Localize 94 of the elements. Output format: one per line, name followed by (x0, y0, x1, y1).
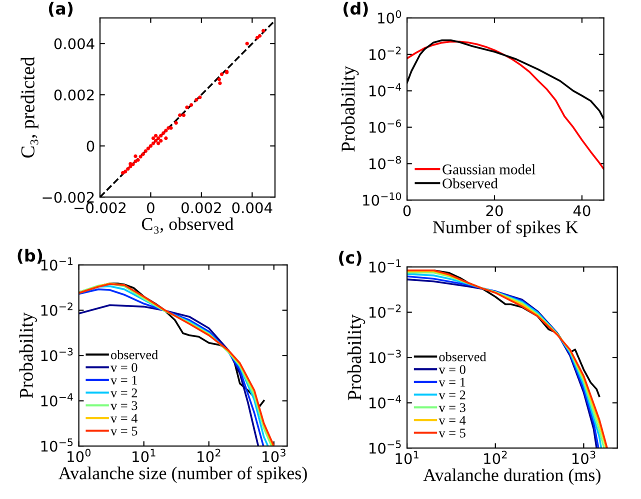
legend-label: v = 2 (110, 388, 138, 398)
point (138, 154, 142, 159)
y-tick-label: 0 (86, 140, 94, 152)
point (154, 134, 158, 138)
x-tick-label: 40 (573, 205, 590, 216)
point (198, 95, 202, 100)
y-tick-label: 10$^{−8}$ (370, 156, 401, 170)
point (218, 81, 222, 86)
point (159, 138, 163, 143)
point (151, 136, 156, 140)
y-tick-label: 10$^{−4}$ (370, 395, 402, 408)
point (185, 105, 189, 110)
point (154, 138, 158, 143)
legend-label: v = 4 (438, 416, 466, 425)
y-tick-label: 10$^{−5}$ (41, 438, 73, 452)
point (131, 162, 135, 166)
point (148, 144, 153, 148)
x-tick-label: 0 (403, 205, 411, 216)
x-tick-label: 20 (486, 205, 503, 216)
point (178, 113, 182, 118)
x-tick-label: 10$^{2}$ (198, 448, 220, 462)
legend-label: Gaussian model (442, 164, 536, 174)
x-axis-title: Number of spikes K (432, 220, 578, 238)
point (164, 136, 168, 140)
point (162, 131, 166, 135)
point (136, 158, 140, 162)
y-tick-label: 10$^{−3}$ (41, 348, 73, 362)
legend-label: v = 2 (438, 390, 466, 400)
legend-label: v = 3 (110, 401, 138, 410)
x-axis-title: Avalanche duration (ms) (423, 468, 600, 485)
legend-label: v = 0 (438, 365, 466, 374)
y-tick-label: 10$^{0}$ (378, 10, 402, 24)
point (189, 103, 194, 107)
legend-label: v = 5 (438, 428, 466, 438)
x-tick-label: 10$^{1}$ (132, 448, 156, 462)
point (126, 167, 130, 171)
y-tick-label: 10$^{−4}$ (41, 393, 73, 406)
y-tick-label: 10$^{−2}$ (370, 46, 401, 60)
chart-title: (b) (18, 248, 42, 264)
point (182, 113, 186, 118)
legend-label: observed (111, 350, 158, 360)
legend-label: observed (439, 352, 486, 362)
chart-title: (c) (339, 250, 362, 266)
point (159, 134, 163, 138)
x-tick-label: 0 (147, 202, 154, 214)
x-tick-label: 0.002 (182, 202, 221, 214)
x-tick-label: 10$^{2}$ (484, 450, 507, 464)
point (245, 42, 249, 46)
point (169, 126, 173, 130)
x-axis-title: C₃, observed (142, 217, 234, 234)
y-tick-label: 10$^{−4}$ (370, 83, 402, 96)
x-axis-title: Avalanche size (number of spikes) (58, 466, 307, 484)
point (144, 149, 148, 153)
point (194, 98, 198, 102)
y-axis-title: Probability (19, 312, 37, 398)
legend-label: v = 1 (438, 378, 466, 387)
y-tick-label: 10$^{−1}$ (370, 259, 401, 273)
y-tick-label: 10$^{−6}$ (370, 120, 402, 133)
y-axis-title: Probability (347, 314, 366, 400)
legend-label: v = 4 (110, 414, 138, 423)
point (151, 142, 156, 146)
legend-label: v = 3 (438, 403, 466, 412)
point (134, 154, 138, 158)
legend-label: v = 0 (110, 363, 138, 372)
x-tick-label: 0.004 (232, 202, 272, 214)
point (156, 136, 160, 140)
x-tick-label: 10$^{3}$ (572, 450, 596, 464)
y-tick-label: 0.002 (54, 89, 94, 100)
chart-title: (d) (344, 2, 368, 17)
y-tick-label: 10$^{−2}$ (370, 304, 401, 318)
y-axis-title: Probability (341, 66, 359, 152)
point (164, 128, 168, 132)
point (141, 152, 145, 156)
chart-title: (a) (48, 2, 73, 17)
y-tick-label: 0.004 (54, 38, 94, 50)
point (258, 34, 262, 38)
y-tick-label: 10$^{−10}$ (363, 192, 402, 206)
y-tick-label: −0.002 (42, 192, 94, 203)
y-tick-label: 10$^{−1}$ (41, 257, 73, 271)
point (261, 28, 266, 33)
x-tick-label: 10$^{3}$ (262, 448, 286, 462)
point (174, 121, 178, 125)
point (220, 72, 224, 76)
legend-label: Observed (442, 178, 498, 188)
x-tick-label: −0.002 (74, 202, 126, 214)
point (156, 142, 160, 146)
point (124, 170, 128, 174)
point (217, 78, 222, 82)
y-tick-label: 10$^{−2}$ (41, 302, 72, 316)
legend-label: v = 1 (110, 376, 137, 385)
legend-label: v = 5 (110, 426, 138, 436)
point (146, 146, 150, 150)
y-axis-title: C₃, predicted (20, 56, 38, 158)
y-tick-label: 10$^{−3}$ (370, 350, 401, 364)
